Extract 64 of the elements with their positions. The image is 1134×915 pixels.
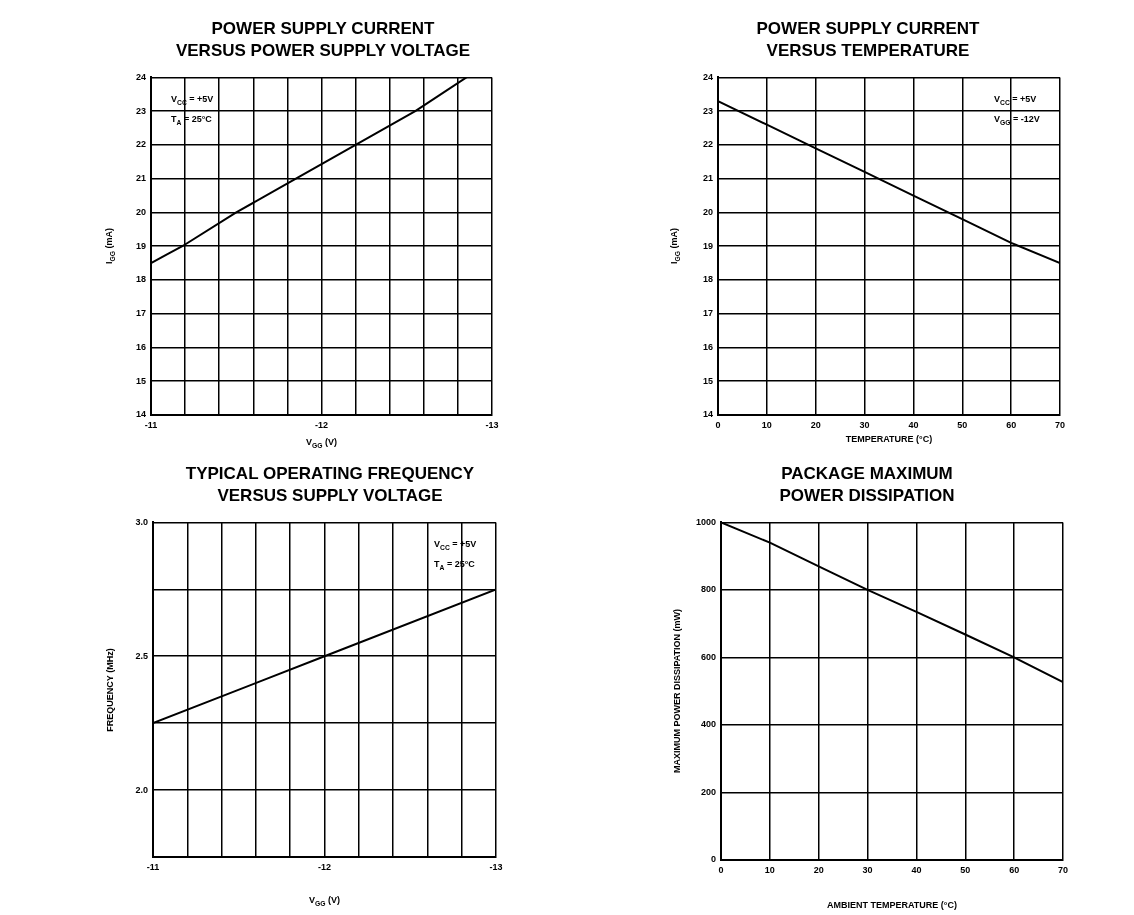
x-tick-label: 60 (1006, 419, 1017, 430)
y-tick-label: 20 (135, 206, 146, 217)
x-tick-label: 10 (761, 419, 772, 430)
y-tick-label: 19 (135, 240, 146, 251)
y-tick-label: 15 (135, 375, 146, 386)
x-tick-label: -11 (146, 861, 160, 872)
x-tick-label: 0 (718, 864, 724, 875)
x-tick-label: 20 (813, 864, 824, 875)
y-tick-label: 3.0 (135, 516, 148, 527)
x-tick-label: 50 (960, 864, 971, 875)
chart-title: PACKAGE MAXIMUM POWER DISSIPATION (778, 463, 956, 507)
y-tick-label: 19 (702, 240, 713, 251)
y-tick-label: 23 (702, 105, 713, 116)
x-tick-label: 70 (1057, 864, 1069, 875)
y-tick-label: 600 (700, 651, 716, 662)
y-tick-label: 21 (135, 173, 146, 184)
y-tick-label: 2.0 (135, 784, 148, 795)
y-tick-label: 24 (135, 71, 146, 82)
y-tick-label: 24 (702, 71, 713, 82)
y-tick-label: 16 (702, 341, 713, 352)
x-tick-label: 20 (810, 419, 821, 430)
y-tick-label: 14 (135, 409, 146, 420)
y-tick-label: 15 (702, 375, 713, 386)
y-tick-label: 21 (702, 173, 713, 184)
x-axis-title: AMBIENT TEMPERATURE (°C) (827, 900, 957, 910)
x-tick-label: -11 (144, 419, 158, 430)
x-tick-label: 40 (908, 419, 919, 430)
x-tick-label: 50 (957, 419, 968, 430)
x-axis-title: TEMPERATURE (°C) (845, 434, 933, 444)
x-tick-label: -13 (485, 419, 499, 430)
y-tick-label: 20 (702, 206, 713, 217)
x-axis-title: V$_{GG}$ (V) (305, 437, 338, 449)
x-tick-label: 40 (911, 864, 922, 875)
x-tick-label: 60 (1009, 864, 1020, 875)
y-tick-label: 22 (702, 139, 713, 150)
chart-title: POWER SUPPLY CURRENT VERSUS TEMPERATURE (755, 18, 981, 62)
chart-title: TYPICAL OPERATING FREQUENCY VERSUS SUPPLY VOLTAGE (184, 463, 476, 507)
x-tick-label: 10 (764, 864, 775, 875)
y-tick-label: 2.5 (135, 650, 148, 661)
x-tick-label: -12 (314, 419, 329, 430)
y-tick-label: 1000 (695, 516, 716, 527)
y-axis-title: FREQUENCY (MHz) (105, 648, 115, 732)
y-tick-label: 23 (135, 105, 146, 116)
y-tick-label: 800 (700, 584, 716, 595)
annotation: V$_{CC}$ = +5V (994, 93, 1038, 109)
y-tick-label: 0 (710, 854, 716, 865)
y-tick-label: 18 (702, 274, 713, 285)
x-tick-label: -13 (489, 861, 503, 872)
y-tick-label: 14 (702, 409, 713, 420)
y-tick-label: 18 (135, 274, 146, 285)
x-tick-label: 30 (862, 864, 873, 875)
y-tick-label: 400 (700, 719, 716, 730)
y-tick-label: 17 (135, 308, 146, 319)
x-tick-label: -12 (317, 861, 332, 872)
x-tick-label: 30 (859, 419, 870, 430)
y-tick-label: 16 (135, 341, 146, 352)
chart-title: POWER SUPPLY CURRENT VERSUS POWER SUPPLY VOLTAGE (174, 18, 472, 62)
y-axis-title: MAXIMUM POWER DISSIPATION (mW) (672, 609, 682, 774)
x-axis-title: V$_{GG}$ (V) (308, 895, 341, 907)
y-tick-label: 22 (135, 139, 146, 150)
y-tick-label: 17 (702, 308, 713, 319)
y-tick-label: 200 (700, 786, 716, 797)
annotation: V$_{GG}$ = -12V (994, 113, 1040, 128)
x-tick-label: 70 (1054, 419, 1066, 430)
